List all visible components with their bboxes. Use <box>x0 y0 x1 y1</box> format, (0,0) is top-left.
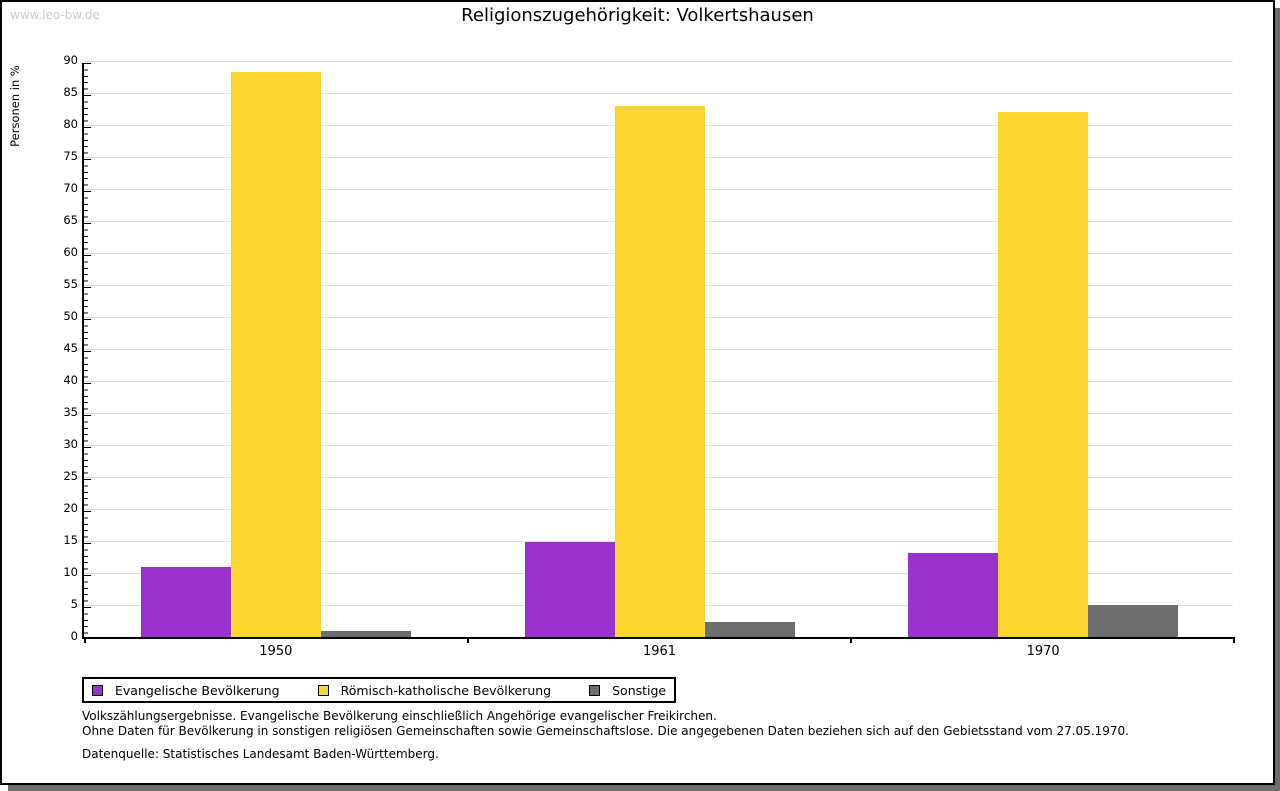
watermark: www.leo-bw.de <box>10 8 100 22</box>
footnotes: Volkszählungsergebnisse. Evangelische Be… <box>82 709 1129 739</box>
chart-title: Religionszugehörigkeit: Volkertshausen <box>461 5 814 26</box>
x-boundary-tick <box>84 637 86 643</box>
legend-label: Sonstige <box>612 682 667 698</box>
grid-line <box>84 61 1233 62</box>
bar-1950-series2 <box>320 631 411 637</box>
y-tick-label: 5 <box>70 597 78 611</box>
y-major-ticks <box>84 63 91 637</box>
bar-1961-series0 <box>524 542 615 637</box>
legend-swatch <box>317 684 329 696</box>
y-tick-label: 10 <box>63 565 78 579</box>
y-tick-label: 80 <box>63 117 78 131</box>
y-tick-label: 0 <box>70 629 78 643</box>
x-category-label: 1961 <box>642 644 677 659</box>
bar-1970-series1 <box>998 111 1089 637</box>
y-tick-label: 65 <box>63 213 78 227</box>
page-shadow-bottom <box>8 785 1280 791</box>
legend-item-1: Römisch-katholische Bevölkerung <box>317 682 552 698</box>
footnote-line: Ohne Daten für Bevölkerung in sonstigen … <box>82 724 1129 738</box>
bar-1961-series1 <box>614 106 705 637</box>
y-tick-label: 55 <box>63 277 78 291</box>
grid-line <box>84 93 1233 94</box>
bar-1961-series2 <box>704 622 795 637</box>
x-boundary-tick <box>850 637 853 643</box>
y-tick-label: 70 <box>63 181 78 195</box>
plot-area: 0 5 10 15 20 25 30 35 40 45 50 55 60 65 70 75 80 85 90 1950… <box>63 54 1235 659</box>
legend-item-2: Sonstige <box>589 683 666 698</box>
legend-label: Römisch-katholische Bevölkerung <box>340 682 552 698</box>
y-axis-title: Personen in % <box>8 65 22 147</box>
legend: Evangelische Bevölkerung Römisch-katholis… <box>82 677 677 703</box>
y-tick-label: 45 <box>63 341 78 355</box>
bar-1950-series0 <box>140 567 231 637</box>
legend-swatch <box>92 684 103 696</box>
y-tick-label: 50 <box>63 309 78 323</box>
legend-swatch <box>589 684 601 696</box>
y-tick-label: 90 <box>63 53 78 67</box>
x-boundary-tick <box>1233 637 1235 643</box>
legend-item-0: Evangelische Bevölkerung <box>92 683 280 698</box>
y-tick-label: 35 <box>63 405 78 419</box>
x-boundary-tick <box>466 637 469 643</box>
y-tick-label: 60 <box>63 245 78 259</box>
page-shadow-right <box>1275 8 1280 791</box>
y-tick-label: 40 <box>63 373 78 387</box>
y-tick-label: 20 <box>63 501 78 515</box>
footnote-line: Volkszählungsergebnisse. Evangelische Be… <box>82 709 717 723</box>
bar-1970-series0 <box>908 553 999 637</box>
y-tick-label: 85 <box>63 85 78 99</box>
bar-1950-series1 <box>230 71 321 637</box>
x-category-label: 1950 <box>259 644 293 659</box>
legend-label: Evangelische Bevölkerung <box>115 682 280 698</box>
y-tick-label: 75 <box>63 149 78 163</box>
x-category-label: 1970 <box>1026 644 1060 659</box>
y-tick-label: 30 <box>63 437 78 451</box>
y-tick-label: 15 <box>63 533 78 547</box>
bar-1970-series2 <box>1088 605 1179 637</box>
y-tick-label: 25 <box>63 469 78 483</box>
data-source: Datenquelle: Statistisches Landesamt Bad… <box>82 747 439 761</box>
